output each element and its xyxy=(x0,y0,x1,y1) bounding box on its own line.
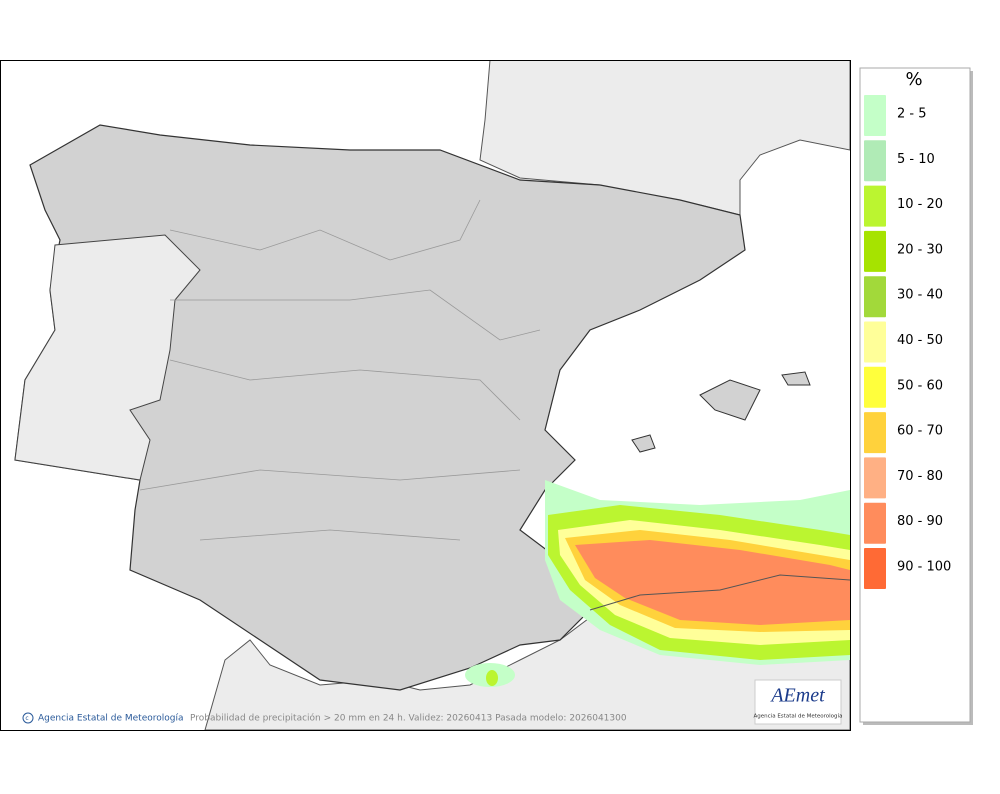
legend-title: % xyxy=(905,69,922,90)
probability-field xyxy=(465,480,850,687)
copyright-icon xyxy=(22,712,34,724)
legend-label: 60 - 70 xyxy=(897,424,943,439)
legend-label: 10 - 20 xyxy=(897,197,943,212)
logo: AEmet Agencia Estatal de Meteorología xyxy=(754,679,843,725)
legend-label: 80 - 90 xyxy=(897,514,943,529)
mallorca xyxy=(699,379,761,421)
region-borders xyxy=(139,199,541,541)
legend-label: 50 - 60 xyxy=(897,378,943,393)
legend-swatch xyxy=(864,366,886,408)
legend-label: 40 - 50 xyxy=(897,333,943,348)
legend-swatch xyxy=(864,230,886,272)
legend-swatch xyxy=(864,548,886,589)
legend-label: 90 - 100 xyxy=(897,560,951,575)
credit: Agencia Estatal de Meteorología xyxy=(38,714,184,724)
legend-label: 30 - 40 xyxy=(897,288,943,303)
legend-swatch xyxy=(864,502,886,544)
legend-swatch xyxy=(864,412,886,454)
legend-label: 5 - 10 xyxy=(897,152,935,167)
legend: % 2 - 5 5 - 10 10 - 20 20 - 30 30 - 40 40 - 5… xyxy=(859,67,973,725)
legend-swatch xyxy=(864,321,886,363)
legend-label: 70 - 80 xyxy=(897,469,943,484)
map-frame xyxy=(0,60,851,731)
ibiza xyxy=(631,434,656,453)
legend-label: 20 - 30 xyxy=(897,242,943,257)
caption: Probabilidad de precipitación > 20 mm en… xyxy=(190,713,627,724)
menorca xyxy=(781,371,811,386)
legend-swatch xyxy=(864,276,886,318)
svg-text:c: c xyxy=(25,715,28,722)
legend-swatch xyxy=(864,185,886,227)
legend-swatch xyxy=(864,140,886,182)
logo-name: AEmet xyxy=(769,685,825,707)
map: AEmet Agencia Estatal de Meteorología c … xyxy=(1,61,850,730)
portugal xyxy=(14,234,201,481)
legend-swatch xyxy=(864,95,886,136)
legend-swatch xyxy=(864,457,886,499)
logo-subtitle: Agencia Estatal de Meteorología xyxy=(754,713,843,720)
legend-label: 2 - 5 xyxy=(897,107,927,122)
coast-overlay xyxy=(589,574,850,611)
